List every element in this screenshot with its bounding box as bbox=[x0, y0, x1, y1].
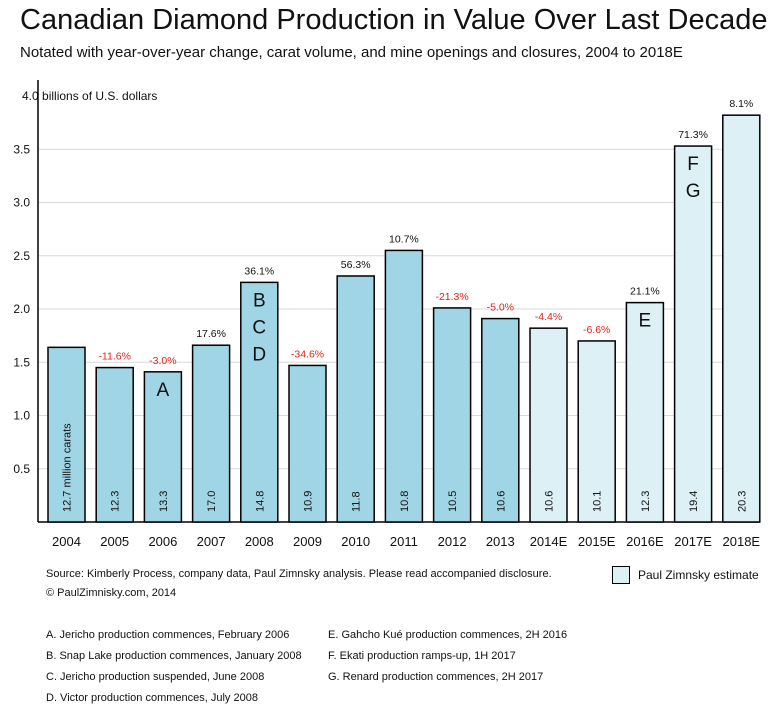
x-tick-label: 2012 bbox=[438, 534, 467, 549]
bar bbox=[722, 114, 761, 523]
x-tick-label: 2015E bbox=[578, 534, 616, 549]
bar bbox=[529, 327, 568, 523]
bar bbox=[288, 364, 327, 523]
event-marker: F bbox=[687, 154, 699, 175]
y-axis-label: 4.0 billions of U.S. dollars bbox=[22, 89, 157, 103]
carat-label: 10.5 bbox=[447, 491, 459, 512]
x-tick-label: 2004 bbox=[52, 534, 81, 549]
yoy-change-label: -21.3% bbox=[435, 291, 468, 303]
x-tick-label: 2006 bbox=[148, 534, 177, 549]
carat-label: 10.6 bbox=[544, 491, 556, 512]
yoy-change-label: -4.4% bbox=[535, 311, 562, 323]
x-tick-label: 2009 bbox=[293, 534, 322, 549]
carat-label: 11.8 bbox=[351, 491, 363, 512]
event-marker: A bbox=[157, 380, 170, 401]
x-tick-label: 2018E bbox=[723, 534, 761, 549]
y-tick-label: 2.0 bbox=[13, 302, 30, 316]
x-tick-label: 2017E bbox=[674, 534, 712, 549]
x-tick-label: 2013 bbox=[486, 534, 515, 549]
x-tick-label: 2008 bbox=[245, 534, 274, 549]
yoy-change-label: 36.1% bbox=[244, 265, 274, 277]
note-item: E. Gahcho Kué production commences, 2H 2… bbox=[328, 629, 568, 641]
yoy-change-label: -3.0% bbox=[149, 355, 176, 367]
event-marker: E bbox=[639, 311, 652, 332]
event-marker: C bbox=[252, 317, 266, 338]
yoy-change-label: 71.3% bbox=[678, 129, 708, 141]
note-item: A. Jericho production commences, Februar… bbox=[46, 629, 290, 641]
note-item: F. Ekati production ramps-up, 1H 2017 bbox=[328, 650, 516, 662]
bar bbox=[240, 281, 279, 523]
yoy-change-label: 8.1% bbox=[729, 98, 753, 110]
yoy-change-label: 17.6% bbox=[196, 328, 226, 340]
carat-label: 10.6 bbox=[495, 491, 507, 512]
note-item: C. Jericho production suspended, June 20… bbox=[46, 671, 265, 683]
x-tick-label: 2010 bbox=[341, 534, 370, 549]
note-item: B. Snap Lake production commences, Janua… bbox=[46, 650, 302, 662]
notes-left-column: A. Jericho production commences, Februar… bbox=[46, 628, 328, 712]
y-tick-label: 3.5 bbox=[13, 142, 30, 156]
event-notes: A. Jericho production commences, Februar… bbox=[46, 628, 588, 712]
chart-title: Canadian Diamond Production in Value Ove… bbox=[20, 4, 768, 36]
x-tick-label: 2011 bbox=[390, 534, 418, 549]
bar bbox=[577, 340, 616, 523]
legend-swatch-estimate bbox=[612, 566, 630, 584]
event-marker: B bbox=[253, 290, 266, 311]
y-tick-label: 1.5 bbox=[13, 355, 30, 369]
yoy-change-label: 56.3% bbox=[341, 259, 371, 271]
yoy-change-label: -11.6% bbox=[98, 351, 131, 363]
x-tick-label: 2005 bbox=[100, 534, 129, 549]
carat-label: 10.9 bbox=[303, 491, 315, 512]
carat-label: 13.3 bbox=[158, 491, 170, 512]
bar bbox=[95, 366, 134, 523]
yoy-change-label: -34.6% bbox=[291, 348, 324, 360]
legend: Paul Zimnsky estimate bbox=[612, 566, 759, 584]
carat-label: 10.1 bbox=[592, 491, 604, 512]
yoy-change-label: 21.1% bbox=[630, 286, 660, 298]
bar bbox=[481, 317, 520, 523]
carat-label: 19.4 bbox=[688, 491, 700, 512]
bar bbox=[336, 275, 375, 523]
bar bbox=[143, 371, 183, 523]
notes-right-column: E. Gahcho Kué production commences, 2H 2… bbox=[328, 628, 588, 712]
carat-label: 12.3 bbox=[640, 491, 652, 512]
carat-label: 14.8 bbox=[254, 491, 266, 512]
carat-label: 17.0 bbox=[206, 491, 218, 512]
note-item: D. Victor production commences, July 200… bbox=[46, 692, 258, 704]
yoy-change-label: -6.6% bbox=[583, 324, 610, 336]
source-note: Source: Kimberly Process, company data, … bbox=[46, 568, 552, 580]
carat-label: 10.8 bbox=[399, 491, 411, 512]
carat-label: 12.7 million carats bbox=[62, 423, 74, 512]
x-tick-label: 2007 bbox=[197, 534, 226, 549]
y-tick-label: 2.5 bbox=[13, 249, 30, 263]
event-marker: G bbox=[686, 181, 701, 202]
x-tick-label: 2016E bbox=[626, 534, 664, 549]
bar-chart: 0.5 1.0 1.5 2.0 2.5 3.0 3.5 4.0 billions of U.S… bbox=[13, 80, 761, 549]
y-tick-label: 0.5 bbox=[13, 462, 30, 476]
bar bbox=[47, 346, 86, 523]
bar bbox=[384, 249, 424, 523]
note-item: G. Renard production commences, 2H 2017 bbox=[328, 671, 544, 683]
y-tick-label: 3.0 bbox=[13, 196, 30, 210]
copyright: © PaulZimnisky.com, 2014 bbox=[46, 587, 177, 599]
carat-label: 12.3 bbox=[110, 491, 122, 512]
bar bbox=[625, 301, 665, 523]
chart-subtitle: Notated with year-over-year change, cara… bbox=[20, 44, 683, 61]
event-marker: D bbox=[252, 344, 266, 365]
x-tick-label: 2014E bbox=[530, 534, 568, 549]
bar bbox=[673, 145, 713, 523]
yoy-change-label: 10.7% bbox=[389, 233, 419, 245]
bar bbox=[432, 307, 472, 523]
y-tick-label: 1.0 bbox=[13, 409, 30, 423]
yoy-change-label: -5.0% bbox=[487, 302, 514, 314]
carat-label: 20.3 bbox=[736, 491, 748, 512]
legend-label-estimate: Paul Zimnsky estimate bbox=[638, 568, 759, 582]
bar bbox=[191, 344, 231, 523]
